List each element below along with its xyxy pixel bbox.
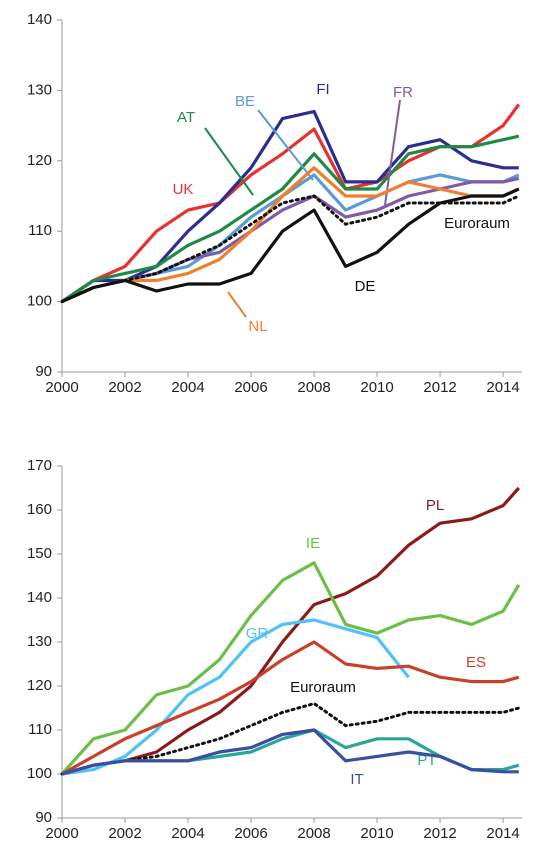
x-tick-label: 2008 bbox=[297, 825, 330, 842]
series-line bbox=[61, 640, 520, 776]
series-label: FR bbox=[393, 84, 413, 101]
y-tick-label: 120 bbox=[27, 677, 52, 694]
series-label: ES bbox=[466, 654, 486, 671]
x-tick-label: 2008 bbox=[297, 379, 330, 396]
leader-line bbox=[384, 99, 401, 206]
series-label: Euroraum bbox=[290, 679, 356, 696]
x-tick-label: 2004 bbox=[171, 825, 204, 842]
y-tick-label: 150 bbox=[27, 545, 52, 562]
series-line bbox=[61, 187, 520, 304]
y-tick-label: 120 bbox=[27, 152, 52, 169]
series-label: PL bbox=[426, 497, 444, 514]
series-label: BE bbox=[235, 93, 255, 110]
series-label: FI bbox=[316, 81, 329, 98]
x-tick-label: 2012 bbox=[423, 825, 456, 842]
y-tick-label: 110 bbox=[28, 222, 52, 239]
series-label: NL bbox=[248, 318, 267, 335]
series-line bbox=[61, 618, 410, 776]
y-tick-label: 170 bbox=[27, 457, 52, 474]
y-tick-label: 90 bbox=[35, 363, 52, 380]
y-tick-label: 110 bbox=[28, 721, 52, 738]
series-line bbox=[61, 486, 520, 776]
series-line bbox=[61, 166, 520, 304]
series-line bbox=[60, 702, 521, 776]
series-line bbox=[61, 134, 520, 303]
x-tick-label: 2010 bbox=[360, 825, 393, 842]
y-tick-label: 130 bbox=[27, 633, 52, 650]
y-tick-label: 160 bbox=[27, 501, 52, 518]
leader-line bbox=[227, 291, 247, 318]
x-tick-label: 2004 bbox=[171, 379, 204, 396]
x-tick-label: 2000 bbox=[45, 825, 78, 842]
y-tick-label: 100 bbox=[27, 765, 52, 782]
x-tick-label: 2006 bbox=[234, 825, 267, 842]
x-tick-label: 2010 bbox=[360, 379, 393, 396]
y-tick-label: 140 bbox=[27, 589, 52, 606]
x-tick-label: 2000 bbox=[45, 379, 78, 396]
series-label: UK bbox=[173, 181, 194, 198]
x-tick-label: 2014 bbox=[486, 379, 519, 396]
x-tick-label: 2014 bbox=[486, 825, 519, 842]
y-tick-label: 130 bbox=[27, 81, 52, 98]
x-tick-label: 2002 bbox=[108, 379, 141, 396]
series-label: IE bbox=[306, 535, 320, 552]
leader-line bbox=[257, 109, 314, 181]
y-tick-label: 140 bbox=[27, 11, 52, 28]
series-label: GR bbox=[246, 625, 269, 642]
series-line bbox=[60, 561, 521, 776]
series-label: Euroraum bbox=[444, 215, 510, 232]
series-label: AT bbox=[177, 109, 195, 126]
y-tick-label: 100 bbox=[27, 293, 52, 310]
x-tick-label: 2006 bbox=[234, 379, 267, 396]
leader-line bbox=[204, 127, 254, 196]
series-line bbox=[61, 728, 519, 776]
series-label: DE bbox=[355, 278, 376, 295]
series-line bbox=[61, 109, 519, 303]
y-tick-label: 90 bbox=[35, 809, 52, 826]
series-label: IT bbox=[350, 771, 363, 788]
x-tick-label: 2002 bbox=[108, 825, 141, 842]
x-tick-label: 2012 bbox=[423, 379, 456, 396]
series-line bbox=[60, 194, 521, 304]
